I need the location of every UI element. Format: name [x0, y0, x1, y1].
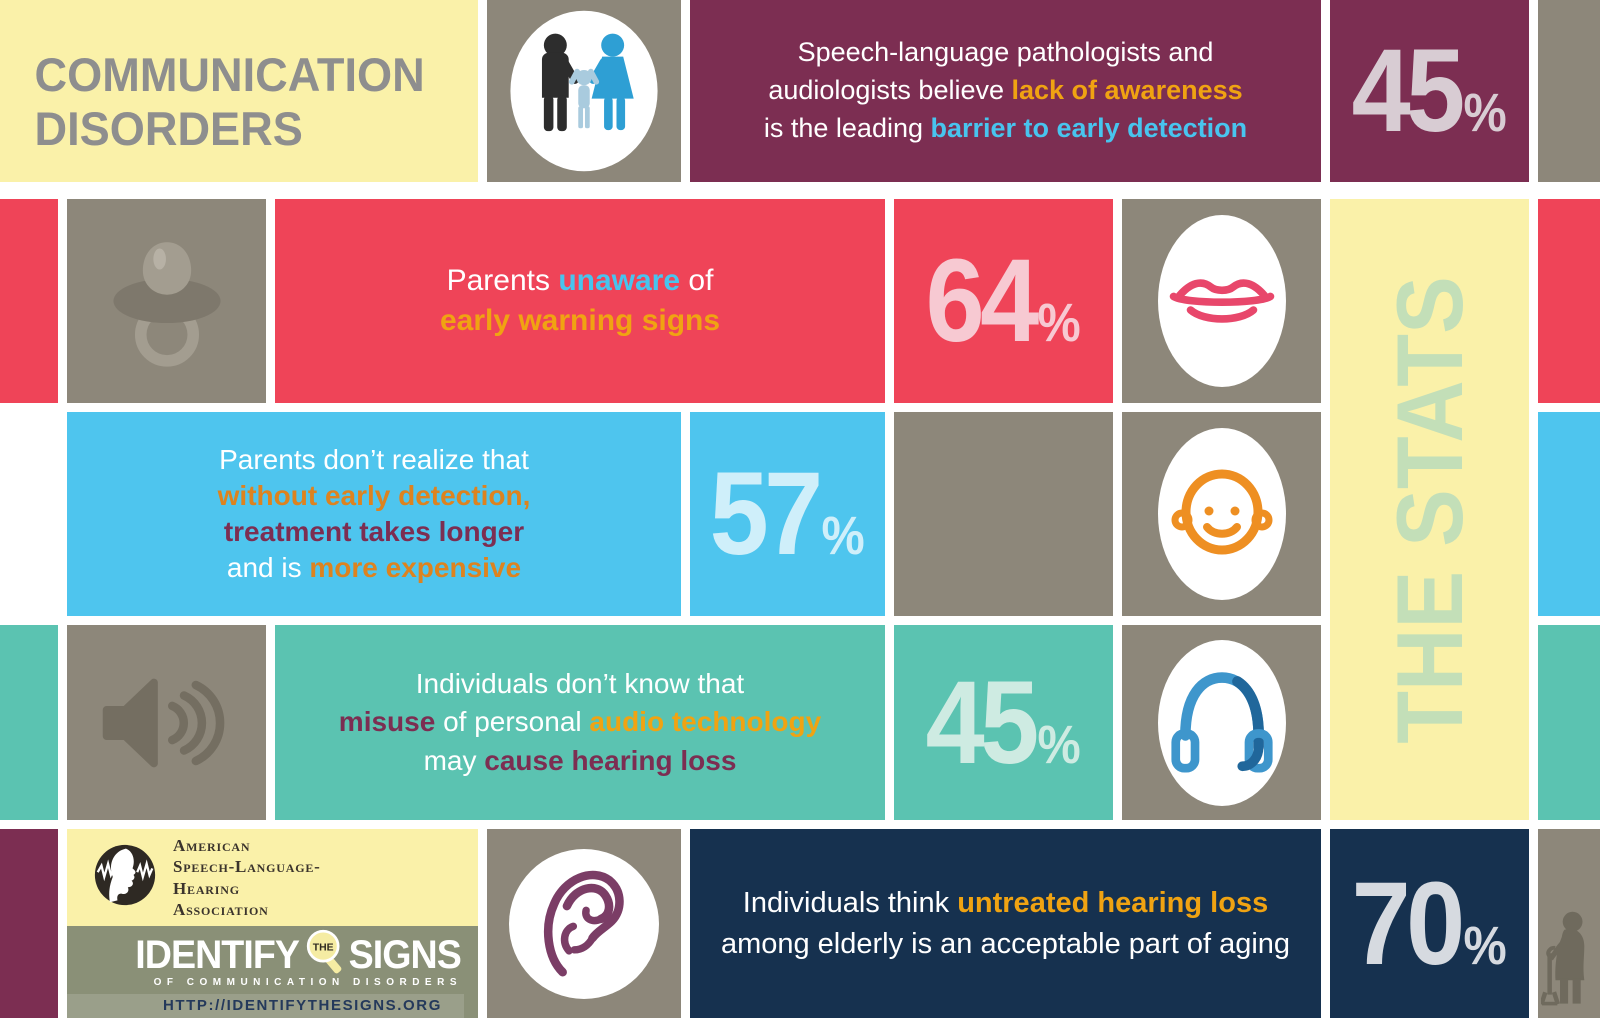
lips-icon-tile	[1122, 199, 1321, 403]
stat2-percent: 64%	[925, 235, 1082, 367]
stat2-percent-tile: 64%	[894, 199, 1113, 403]
stat2-text-tile: Parents unaware of early warning signs	[275, 199, 885, 403]
stat3-text: Parents don’t realize that without early…	[217, 444, 531, 583]
stat3-percent: 57%	[709, 448, 866, 580]
asha-name: American Speech-Language- Hearing Associ…	[173, 836, 321, 919]
title-tile: COMMUNICATION DISORDERS	[0, 0, 478, 182]
filler-tile-gray-middle	[894, 412, 1113, 616]
baby-icon-tile	[1122, 412, 1321, 616]
stat4-percent: 45%	[925, 656, 1082, 789]
baby-face-icon	[1170, 460, 1274, 569]
identify-url: HTTP://IDENTIFYTHESIGNS.ORG	[162, 997, 442, 1014]
filler-tile-gray-top-right	[1538, 0, 1600, 182]
asha-branding-tile: American Speech-Language- Hearing Associ…	[67, 829, 478, 1018]
lips-icon	[1167, 265, 1277, 338]
family-icon	[505, 5, 663, 177]
stat1-percent: 45%	[1351, 25, 1508, 157]
filler-tile-teal-right	[1538, 625, 1600, 820]
pacifier-icon-tile	[67, 199, 266, 403]
the-stats-column: THE STATS	[1330, 199, 1529, 820]
asha-logo	[93, 843, 157, 912]
family-icon-tile	[487, 0, 681, 182]
the-stats-label: THE STATS	[1376, 275, 1482, 744]
ear-icon	[536, 862, 632, 985]
stat3-text-tile: Parents don’t realize that without early…	[67, 412, 681, 616]
filler-tile-red-right	[1538, 199, 1600, 403]
stat4-percent-tile: 45%	[894, 625, 1113, 820]
speaker-icon	[101, 664, 233, 782]
stat5-percent: 70%	[1351, 857, 1508, 990]
stat5-text: Individuals think untreated hearing loss…	[720, 887, 1291, 960]
stat4-text-tile: Individuals don’t know that misuse of pe…	[275, 625, 885, 820]
stat5-text-tile: Individuals think untreated hearing loss…	[690, 829, 1321, 1018]
stat2-text: Parents unaware of early warning signs	[439, 264, 721, 337]
headphones-icon	[1169, 667, 1275, 778]
stat1-text: Speech-language pathologists and audiolo…	[763, 37, 1248, 143]
stat5-percent-tile: 70%	[1330, 829, 1529, 1018]
stat3-percent-tile: 57%	[690, 412, 885, 616]
ear-icon-tile	[487, 829, 681, 1018]
stat1-text-tile: Speech-language pathologists and audiolo…	[690, 0, 1321, 182]
magnifier-icon: THE	[304, 928, 346, 981]
headphones-icon-tile	[1122, 625, 1321, 820]
stat1-percent-tile: 45%	[1330, 0, 1529, 182]
stat4-text: Individuals don’t know that misuse of pe…	[338, 668, 822, 776]
elderly-icon-tile	[1538, 829, 1600, 1018]
identify-the-signs-logo: IDENTIFY THE SIGNS OF COMMUNICATION DISO…	[67, 926, 478, 1018]
filler-tile-red-left	[0, 199, 58, 403]
filler-tile-blue-right	[1538, 412, 1600, 616]
pacifier-icon	[104, 233, 230, 369]
svg-text:THE: THE	[312, 943, 333, 954]
elderly-person-icon	[1539, 901, 1597, 1014]
signs-word: SIGNS	[348, 932, 461, 977]
identify-tagline: OF COMMUNICATION DISORDERS	[153, 977, 462, 988]
filler-tile-maroon-left	[0, 829, 58, 1018]
identify-word: IDENTIFY	[135, 932, 301, 977]
page-title: COMMUNICATION DISORDERS	[34, 48, 425, 155]
filler-tile-teal-left	[0, 625, 58, 820]
asha-header: American Speech-Language- Hearing Associ…	[67, 829, 478, 926]
speaker-icon-tile	[67, 625, 266, 820]
